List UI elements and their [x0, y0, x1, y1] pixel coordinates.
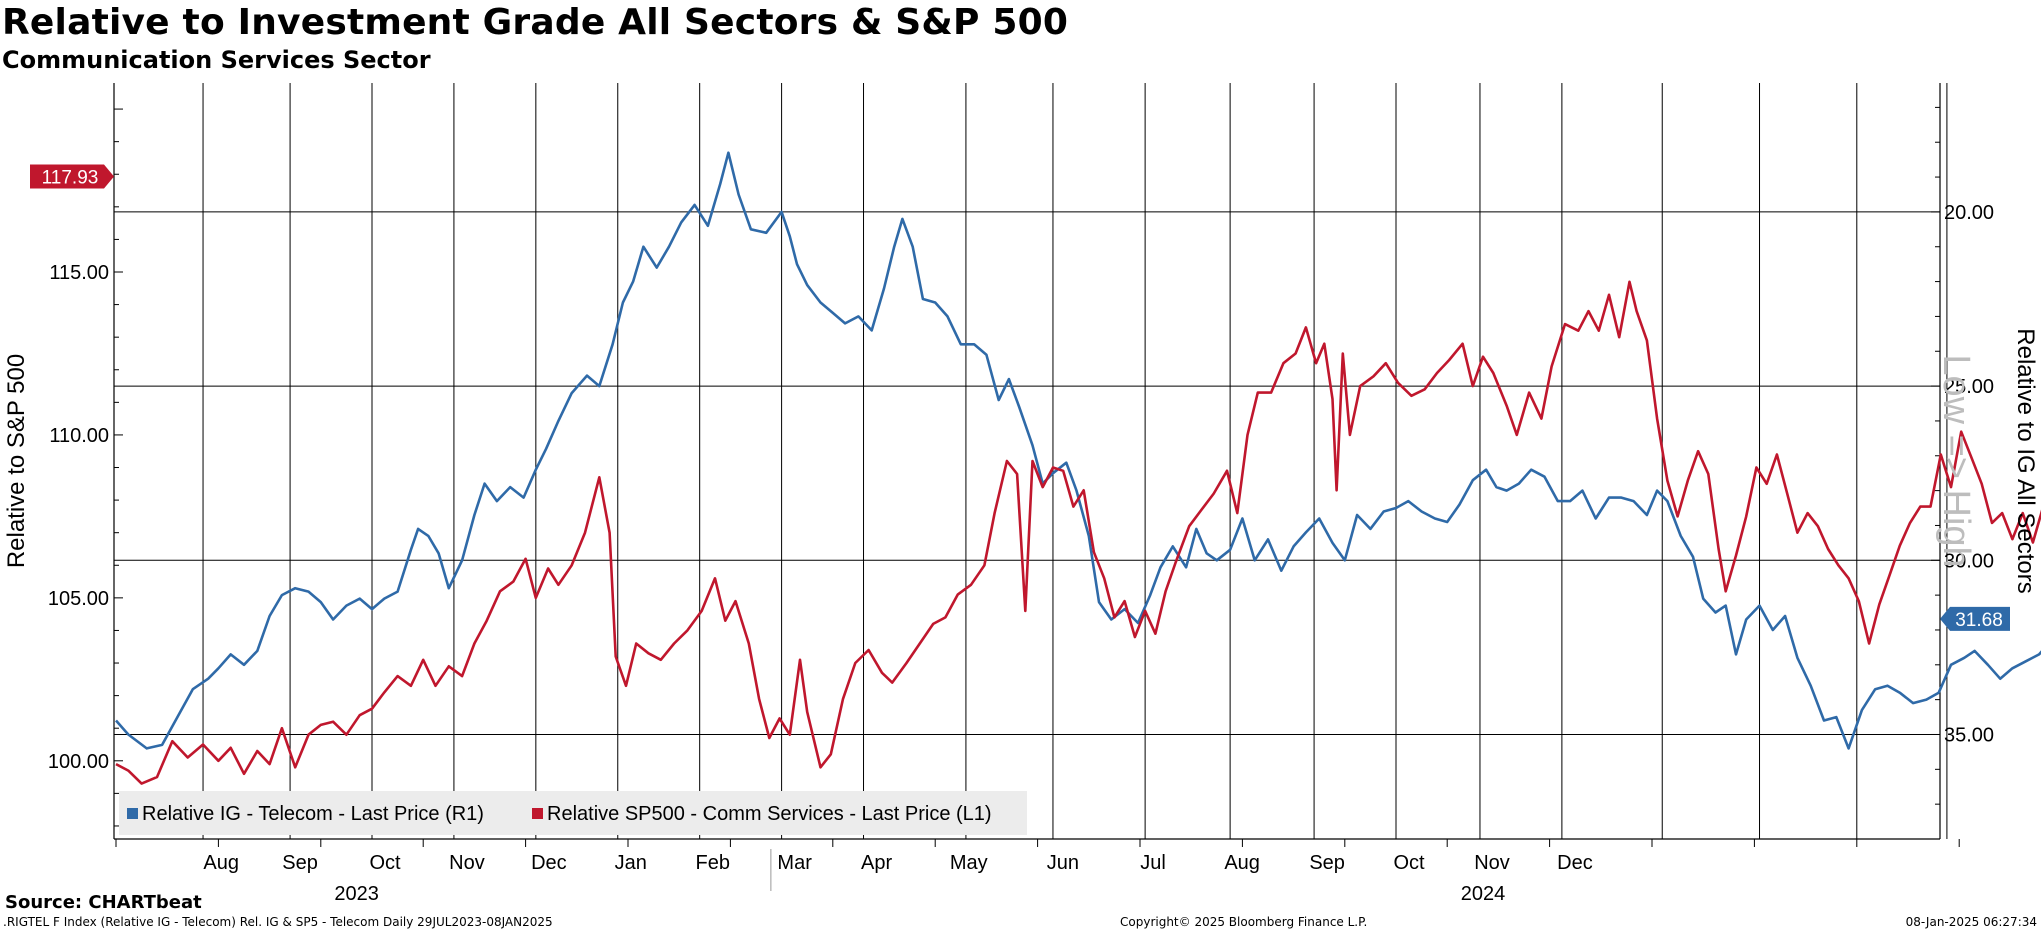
legend-box [119, 791, 1027, 835]
legend-label-sp500: Relative SP500 - Comm Services - Last Pr… [547, 803, 992, 825]
ig-series-line [115, 151, 2041, 750]
x-month-label: Aug [1224, 852, 1260, 874]
x-month-label: Jan [615, 852, 647, 874]
x-month-label: Oct [369, 852, 401, 874]
right-axis-title: Relative to IG All Sectors [2012, 328, 2039, 593]
index-info: .RIGTEL F Index (Relative IG - Telecom) … [3, 915, 553, 929]
x-month-label: Nov [449, 852, 485, 874]
chart-title: Relative to Investment Grade All Sectors… [2, 2, 1069, 43]
x-month-label: Nov [1474, 852, 1510, 874]
timestamp: 08-Jan-2025 06:27:34 [1905, 915, 2037, 929]
legend-swatch-ig [127, 808, 138, 819]
legend-label-ig: Relative IG - Telecom - Last Price (R1) [142, 803, 484, 825]
right-tick-label: 20.00 [1944, 202, 1994, 224]
x-year-label: 2023 [334, 883, 379, 905]
sp500-series-line [115, 280, 2041, 785]
x-month-label: Sep [282, 852, 318, 874]
x-month-label: Aug [203, 852, 239, 874]
x-month-label: Feb [695, 852, 729, 874]
x-month-label: Dec [1557, 852, 1593, 874]
left-tick-label: 110.00 [49, 425, 109, 447]
source-note: Source: CHARTbeat [5, 892, 202, 913]
left-axis-title: Relative to S&P 500 [3, 354, 30, 568]
sp500-last-value-badge [30, 164, 114, 189]
x-month-label: Oct [1393, 852, 1425, 874]
sp500-last-value: 117.93 [42, 168, 99, 189]
chart-subtitle: Communication Services Sector [2, 46, 431, 74]
x-month-label: May [950, 852, 988, 874]
left-tick-label: 105.00 [48, 588, 109, 610]
low-high-watermark: Low => High [1935, 354, 1977, 567]
ig-last-value-badge [1940, 606, 2010, 631]
x-month-label: Mar [777, 852, 812, 874]
x-year-label: 2024 [1461, 883, 1506, 905]
x-month-label: Jul [1140, 852, 1166, 874]
right-tick-label: 30.00 [1944, 550, 1994, 572]
x-month-label: Apr [861, 852, 892, 874]
x-month-label: Sep [1309, 852, 1345, 874]
left-tick-label: 115.00 [49, 262, 109, 284]
ig-last-value: 31.68 [1955, 610, 2003, 631]
x-month-label: Dec [531, 852, 567, 874]
right-tick-label: 25.00 [1944, 376, 1994, 398]
legend: Relative IG - Telecom - Last Price (R1) R… [119, 791, 1027, 835]
right-tick-label: 35.00 [1944, 724, 1994, 746]
copyright: Copyright© 2025 Bloomberg Finance L.P. [1120, 915, 1368, 929]
left-tick-label: 100.00 [48, 751, 109, 773]
x-month-label: Jun [1047, 852, 1079, 874]
legend-swatch-sp500 [532, 808, 543, 819]
